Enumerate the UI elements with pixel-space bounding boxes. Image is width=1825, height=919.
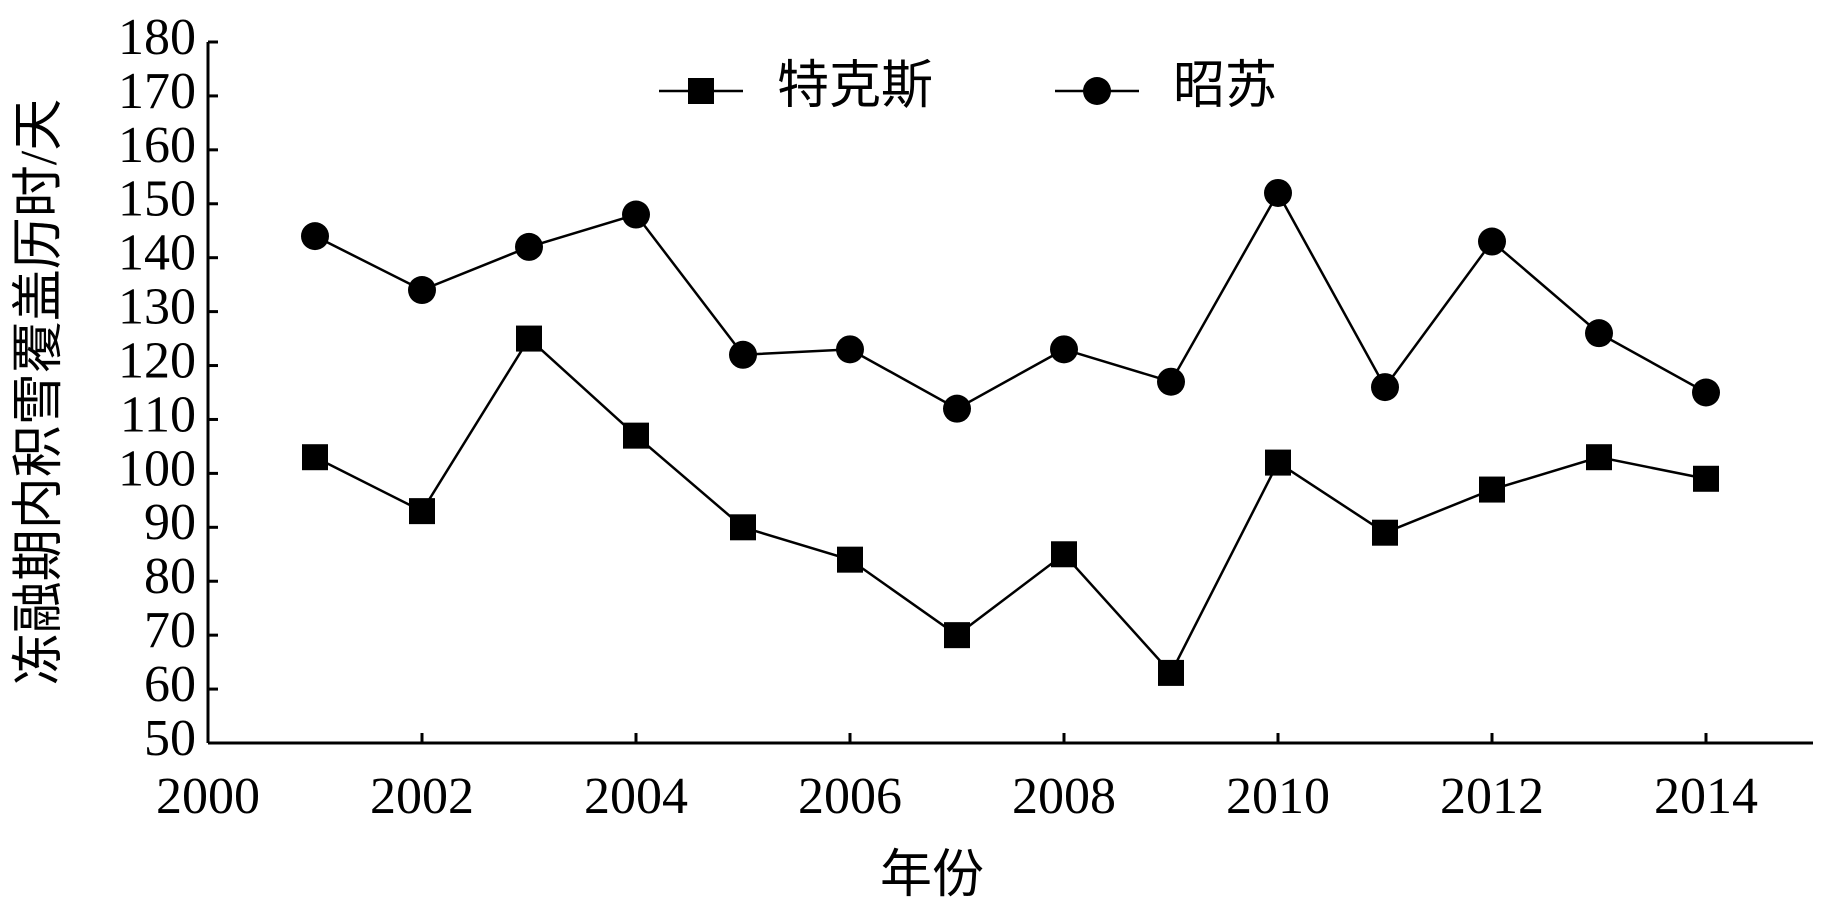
y-tick-label: 50: [144, 710, 196, 767]
point: [837, 546, 863, 573]
point: [1693, 465, 1719, 492]
point: [1586, 444, 1612, 471]
series-line: [314, 336, 1707, 676]
x-tick-label: 2014: [1654, 768, 1758, 825]
x-tick-label: 2004: [584, 768, 688, 825]
series-line: [314, 190, 1707, 411]
legend-marker: [688, 78, 714, 104]
x-tick-label: 2006: [798, 768, 902, 825]
point: [1371, 373, 1399, 402]
legend-label: 昭苏: [1173, 58, 1277, 115]
point: [301, 222, 329, 251]
y-tick-label: 180: [118, 9, 196, 66]
legend-marker: [1083, 77, 1111, 105]
point: [1158, 659, 1184, 686]
x-tick-label: 2008: [1012, 768, 1116, 825]
x-tick-label: 2012: [1440, 768, 1544, 825]
y-tick-label: 100: [118, 440, 196, 497]
y-tick-label: 80: [144, 548, 196, 605]
y-tick-label: 140: [118, 225, 196, 282]
y-tick-label: 160: [118, 117, 196, 174]
point: [1265, 449, 1291, 476]
y-axis-label: 冻融期内积雪覆盖历时/天: [11, 99, 68, 685]
point: [730, 514, 756, 541]
point: [409, 498, 435, 525]
point: [1050, 335, 1078, 364]
point: [1372, 519, 1398, 546]
point: [1478, 227, 1506, 256]
point: [515, 232, 543, 261]
point: [623, 422, 649, 449]
point: [1157, 367, 1185, 396]
x-axis-label: 年份: [880, 847, 984, 904]
y-tick-label: 170: [118, 63, 196, 120]
x-tick-label: 2000: [156, 768, 260, 825]
point: [1692, 378, 1720, 407]
legend-label: 特克斯: [777, 58, 933, 115]
y-tick-label: 130: [118, 279, 196, 336]
y-tick-label: 60: [144, 656, 196, 713]
point: [1264, 178, 1292, 207]
y-tick-label: 110: [120, 386, 196, 443]
y-tick-label: 150: [118, 171, 196, 228]
point: [729, 340, 757, 369]
y-tick-label: 120: [118, 332, 196, 389]
point: [836, 335, 864, 364]
point: [943, 394, 971, 423]
point: [516, 325, 542, 352]
x-tick-label: 2002: [370, 768, 474, 825]
point: [1585, 319, 1613, 348]
point: [944, 622, 970, 649]
x-tick-label: 2010: [1226, 768, 1330, 825]
point: [302, 444, 328, 471]
point: [1479, 476, 1505, 503]
point: [408, 276, 436, 305]
y-tick-label: 70: [144, 602, 196, 659]
point: [1051, 541, 1077, 568]
point: [622, 200, 650, 229]
y-tick-label: 90: [144, 494, 196, 551]
